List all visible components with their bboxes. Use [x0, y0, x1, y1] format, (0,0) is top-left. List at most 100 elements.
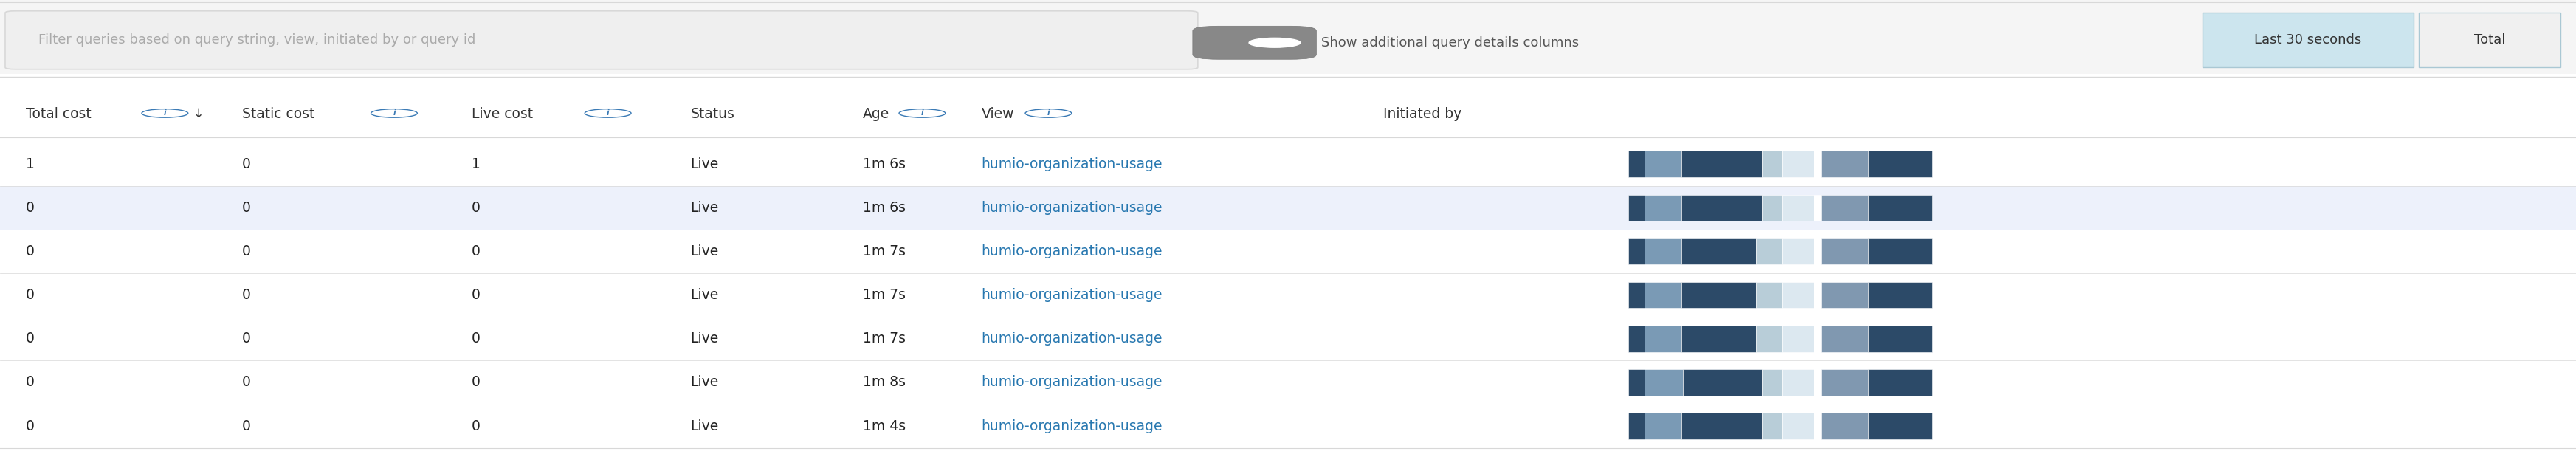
- Text: Filter queries based on query string, view, initiated by or query id: Filter queries based on query string, vi…: [39, 33, 477, 46]
- Text: humio-organization-usage: humio-organization-usage: [981, 332, 1162, 346]
- Text: 0: 0: [471, 201, 479, 215]
- Text: 0: 0: [242, 245, 250, 258]
- Text: 1: 1: [26, 157, 33, 171]
- Text: 0: 0: [471, 419, 479, 433]
- Bar: [1643, 282, 1682, 308]
- Bar: [1868, 195, 1932, 221]
- Text: View: View: [981, 107, 1015, 121]
- Bar: [1682, 369, 1762, 395]
- Text: 1m 8s: 1m 8s: [863, 375, 907, 390]
- Text: 0: 0: [471, 375, 479, 390]
- Bar: [1821, 151, 1868, 177]
- Text: 0: 0: [242, 419, 250, 433]
- Bar: [1757, 326, 1783, 352]
- Bar: [1868, 326, 1932, 352]
- Text: Live: Live: [690, 375, 719, 390]
- Bar: [1783, 326, 1814, 352]
- Bar: [1814, 238, 1821, 264]
- Bar: [1643, 413, 1682, 439]
- Text: 0: 0: [471, 332, 479, 346]
- Text: 0: 0: [26, 375, 33, 390]
- Bar: [1757, 238, 1783, 264]
- Bar: [1783, 369, 1814, 395]
- Bar: [1821, 326, 1868, 352]
- Text: Show additional query details columns: Show additional query details columns: [1321, 36, 1579, 49]
- Bar: [1643, 195, 1682, 221]
- Bar: [1868, 369, 1932, 395]
- Bar: [1783, 413, 1814, 439]
- Bar: [1762, 413, 1783, 439]
- Text: 1m 7s: 1m 7s: [863, 332, 907, 346]
- Text: Live: Live: [690, 201, 719, 215]
- Bar: [1682, 413, 1762, 439]
- Bar: [1821, 413, 1868, 439]
- Bar: [1643, 369, 1682, 395]
- Text: 0: 0: [26, 288, 33, 302]
- Text: Status: Status: [690, 107, 734, 121]
- Bar: [1814, 326, 1821, 352]
- Bar: [1868, 238, 1932, 264]
- Text: 1m 4s: 1m 4s: [863, 419, 907, 433]
- Bar: [1814, 282, 1821, 308]
- Text: i: i: [1046, 109, 1051, 117]
- Text: Live cost: Live cost: [471, 107, 533, 121]
- Text: Live: Live: [690, 245, 719, 258]
- Text: 1m 7s: 1m 7s: [863, 288, 907, 302]
- Bar: [1783, 282, 1814, 308]
- Text: i: i: [392, 109, 397, 117]
- Text: Static cost: Static cost: [242, 107, 314, 121]
- Text: i: i: [605, 109, 611, 117]
- Bar: [1814, 151, 1821, 177]
- Bar: [1757, 282, 1783, 308]
- Bar: [1628, 369, 1643, 395]
- Bar: [1814, 369, 1821, 395]
- Bar: [1783, 238, 1814, 264]
- Text: Live: Live: [690, 157, 719, 171]
- Text: humio-organization-usage: humio-organization-usage: [981, 419, 1162, 433]
- Bar: [1868, 282, 1932, 308]
- Text: humio-organization-usage: humio-organization-usage: [981, 245, 1162, 258]
- Text: Total cost: Total cost: [26, 107, 90, 121]
- Circle shape: [1249, 38, 1301, 47]
- Text: 0: 0: [26, 332, 33, 346]
- Text: Live: Live: [690, 419, 719, 433]
- FancyBboxPatch shape: [5, 11, 1198, 69]
- Text: Last 30 seconds: Last 30 seconds: [2254, 33, 2362, 47]
- Text: 0: 0: [26, 201, 33, 215]
- FancyBboxPatch shape: [2419, 13, 2561, 67]
- Bar: [1814, 195, 1821, 221]
- Bar: [1762, 195, 1783, 221]
- Text: ↓: ↓: [193, 107, 204, 120]
- Bar: [1628, 326, 1643, 352]
- Text: 1m 6s: 1m 6s: [863, 201, 907, 215]
- Bar: [1628, 282, 1643, 308]
- Text: 0: 0: [242, 375, 250, 390]
- Bar: [1628, 413, 1643, 439]
- Text: humio-organization-usage: humio-organization-usage: [981, 375, 1162, 390]
- Text: 0: 0: [242, 332, 250, 346]
- Text: humio-organization-usage: humio-organization-usage: [981, 201, 1162, 215]
- Bar: [1628, 238, 1643, 264]
- Bar: [1783, 151, 1814, 177]
- Text: 0: 0: [242, 157, 250, 171]
- Bar: [1643, 326, 1682, 352]
- Bar: [1628, 151, 1643, 177]
- Text: 0: 0: [471, 245, 479, 258]
- FancyBboxPatch shape: [1193, 26, 1316, 59]
- Text: humio-organization-usage: humio-organization-usage: [981, 157, 1162, 171]
- Text: 0: 0: [242, 288, 250, 302]
- Text: Age: Age: [863, 107, 889, 121]
- Bar: [1868, 413, 1932, 439]
- Text: Live: Live: [690, 332, 719, 346]
- Bar: [1682, 282, 1757, 308]
- Text: Initiated by: Initiated by: [1383, 107, 1461, 121]
- Text: 0: 0: [242, 201, 250, 215]
- Bar: [1682, 195, 1762, 221]
- Text: Live: Live: [690, 288, 719, 302]
- Bar: [1821, 369, 1868, 395]
- Bar: [1821, 238, 1868, 264]
- Text: humio-organization-usage: humio-organization-usage: [981, 288, 1162, 302]
- Text: 0: 0: [26, 419, 33, 433]
- Bar: [1814, 413, 1821, 439]
- FancyBboxPatch shape: [2202, 13, 2414, 67]
